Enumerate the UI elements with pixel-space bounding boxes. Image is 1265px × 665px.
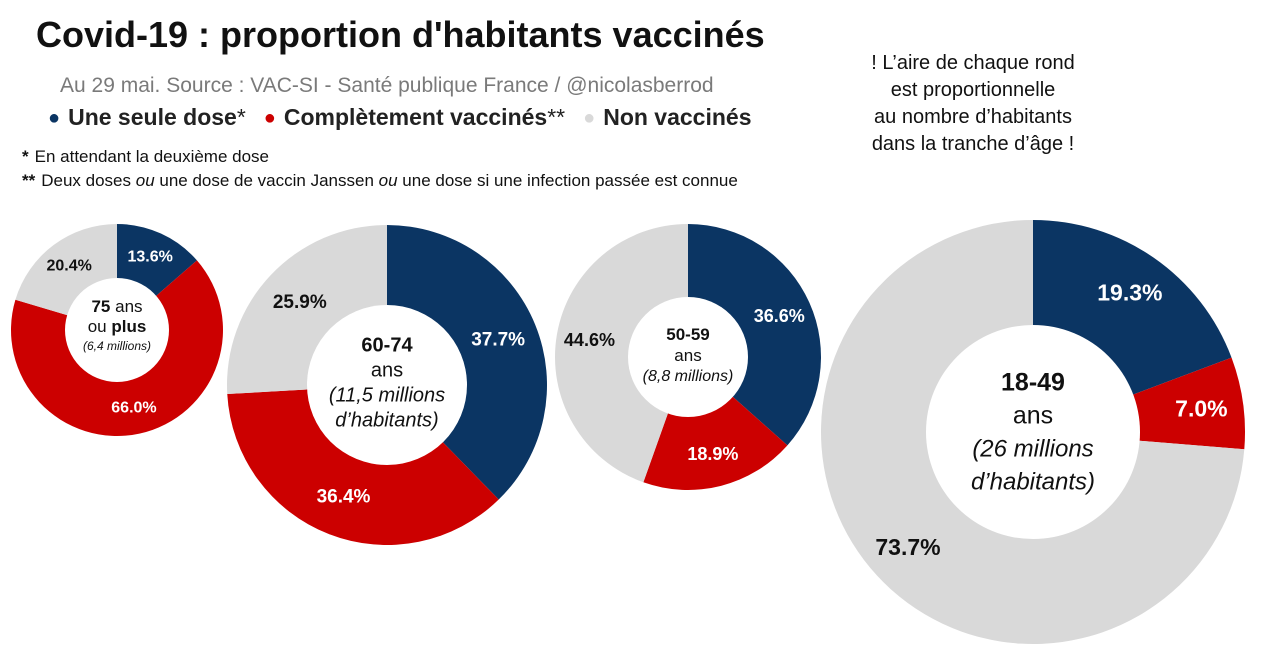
- data-label-not-vaccinated: 25.9%: [273, 292, 327, 313]
- slice-one-dose: [688, 224, 821, 446]
- chart-title: Covid-19 : proportion d'habitants vaccin…: [36, 14, 765, 55]
- chart-subtitle: Au 29 mai. Source : VAC-SI - Santé publi…: [60, 74, 714, 97]
- footnote-text-a: Deux doses: [41, 171, 136, 190]
- aside-line-4: dans la tranche d’âge !: [871, 133, 1075, 155]
- data-label-fully-vaccinated: 66.0%: [111, 400, 156, 417]
- center-label-line: d’habitants): [971, 468, 1095, 495]
- donut-50-59-ans: 36.6% 18.9% 44.6% 50-59 ans (8,8 millions): [554, 224, 821, 490]
- donut-18-49-ans: 19.3% 7.0% 73.7% 18-49 ans (26 millions d’habi…: [821, 220, 1246, 644]
- donut-hole: [926, 325, 1140, 539]
- center-label-line: d’habitants): [335, 410, 438, 432]
- center-label-line: ou plus: [88, 317, 147, 336]
- footnote-one-dose: * En attendant la deuxième dose: [22, 147, 269, 167]
- center-label-line: (6,4 millions): [83, 339, 151, 353]
- legend-item-fully-vaccinated: ● Complètement vaccinés **: [264, 104, 565, 131]
- data-label-one-dose: 37.7%: [471, 329, 525, 350]
- legend-item-not-vaccinated: ● Non vaccinés: [583, 104, 751, 131]
- footnote-text-c: une dose de vaccin Janssen: [154, 171, 379, 190]
- center-label-line: ans: [371, 360, 403, 382]
- legend-dot-one-dose-icon: ●: [48, 106, 61, 129]
- footnote-one-dose-marker: *: [22, 147, 29, 166]
- donut-hole: [65, 278, 169, 382]
- center-label-line: ans: [1013, 402, 1053, 430]
- aside-line-2: est proportionnelle: [890, 79, 1056, 101]
- legend-label-one-dose: Une seule dose: [68, 104, 237, 130]
- center-label-line: ans: [674, 346, 701, 365]
- aside-line-1: ! L’aire de chaque rond: [871, 52, 1075, 74]
- data-label-not-vaccinated: 73.7%: [875, 534, 940, 560]
- data-label-fully-vaccinated: 7.0%: [1175, 396, 1227, 422]
- legend-dot-not-vaccinated-icon: ●: [583, 106, 596, 129]
- data-label-fully-vaccinated: 36.4%: [317, 486, 371, 507]
- legend-label-not-vaccinated: Non vaccinés: [603, 104, 752, 130]
- slice-not-vaccinated: [554, 224, 688, 483]
- footnote-fully-vaccinated: ** Deux doses ou une dose de vaccin Janss…: [22, 171, 738, 191]
- data-label-one-dose: 36.6%: [754, 306, 805, 326]
- center-label-line: 50-59: [666, 325, 709, 344]
- aside-line-3: au nombre d’habitants: [874, 106, 1072, 128]
- center-label-line: (26 millions: [972, 435, 1093, 462]
- center-label-line: 75 ans: [91, 297, 142, 316]
- donut-hole: [307, 305, 467, 465]
- legend-item-one-dose: ● Une seule dose *: [48, 104, 246, 131]
- slice-fully-vaccinated: [227, 385, 499, 545]
- data-label-one-dose: 19.3%: [1097, 279, 1162, 305]
- center-label-line: (11,5 millions: [329, 385, 445, 407]
- legend-dot-fully-vaccinated-icon: ●: [263, 106, 276, 129]
- donut-60-74-ans: 37.7% 36.4% 25.9% 60-74 ans (11,5 millions d’h…: [227, 225, 547, 545]
- legend-label-fully-vaccinated: Complètement vaccinés: [283, 104, 548, 130]
- data-label-fully-vaccinated: 18.9%: [687, 444, 738, 464]
- footnote-text-d: ou: [378, 171, 398, 190]
- data-label-one-dose: 13.6%: [127, 249, 172, 266]
- data-label-not-vaccinated: 44.6%: [564, 330, 615, 350]
- footnote-text-b: ou: [135, 171, 155, 190]
- legend-suffix-one-dose: *: [236, 104, 246, 130]
- data-label-not-vaccinated: 20.4%: [46, 257, 91, 274]
- donut-hole: [628, 297, 748, 417]
- center-label-line: (8,8 millions): [643, 368, 734, 385]
- legend-suffix-fully-vaccinated: **: [547, 104, 566, 130]
- center-label-line: 18-49: [1001, 369, 1065, 397]
- center-label-line: 60-74: [361, 335, 413, 357]
- area-proportional-note: ! L’aire de chaque rond est proportionne…: [848, 50, 1098, 158]
- footnote-one-dose-text: En attendant la deuxième dose: [34, 147, 270, 166]
- slice-one-dose: [387, 225, 547, 500]
- footnote-text-e: une dose si une infection passée est con…: [397, 171, 738, 190]
- legend: ● Une seule dose * ● Complètement vacciné…: [48, 104, 752, 131]
- footnote-fully-vaccinated-marker: **: [22, 171, 36, 190]
